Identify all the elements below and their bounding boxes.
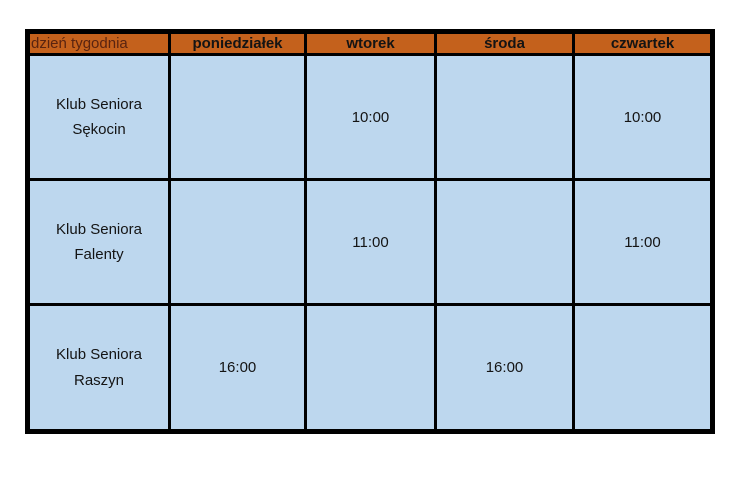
- cell-sekocin-czwartek: 10:00: [572, 53, 714, 181]
- header-cell-day-of-week: dzień tygodnia: [26, 30, 171, 56]
- cell-falenty-wtorek: 11:00: [304, 178, 437, 306]
- header-cell-wtorek: wtorek: [304, 30, 437, 56]
- cell-sekocin-sroda: [434, 53, 575, 181]
- table-row-sekocin: Klub Seniora Sękocin 10:00 10:00: [26, 53, 714, 181]
- table-row-falenty: Klub Seniora Falenty 11:00 11:00: [26, 178, 714, 306]
- row-label-sekocin: Klub Seniora Sękocin: [26, 53, 171, 181]
- club-name-line1: Klub Seniora: [56, 346, 142, 363]
- club-name-line2: Sękocin: [72, 121, 126, 138]
- cell-falenty-sroda: [434, 178, 575, 306]
- cell-falenty-czwartek: 11:00: [572, 178, 714, 306]
- header-cell-poniedzialek: poniedziałek: [168, 30, 307, 56]
- cell-raszyn-sroda: 16:00: [434, 303, 575, 433]
- club-name-line1: Klub Seniora: [56, 220, 142, 238]
- header-cell-sroda: środa: [434, 30, 575, 56]
- cell-sekocin-poniedzialek: [168, 53, 307, 181]
- club-name-line2: Raszyn: [73, 371, 125, 389]
- cell-falenty-poniedzialek: [168, 178, 307, 306]
- table-row-raszyn: Klub Seniora Raszyn 16:00 16:00: [26, 303, 714, 433]
- cell-raszyn-czwartek: [572, 303, 714, 433]
- cell-raszyn-poniedzialek: 16:00: [168, 303, 307, 433]
- club-name-line1: Klub Seniora: [56, 95, 142, 113]
- schedule-table: dzień tygodnia poniedziałek wtorek środa…: [25, 29, 715, 434]
- club-name-line2: Falenty: [74, 246, 124, 263]
- cell-raszyn-wtorek: [304, 303, 437, 433]
- row-label-raszyn: Klub Seniora Raszyn: [26, 303, 171, 433]
- header-row: dzień tygodnia poniedziałek wtorek środa…: [26, 30, 714, 56]
- header-cell-czwartek: czwartek: [572, 30, 714, 56]
- row-label-falenty: Klub Seniora Falenty: [26, 178, 171, 306]
- cell-sekocin-wtorek: 10:00: [304, 53, 437, 181]
